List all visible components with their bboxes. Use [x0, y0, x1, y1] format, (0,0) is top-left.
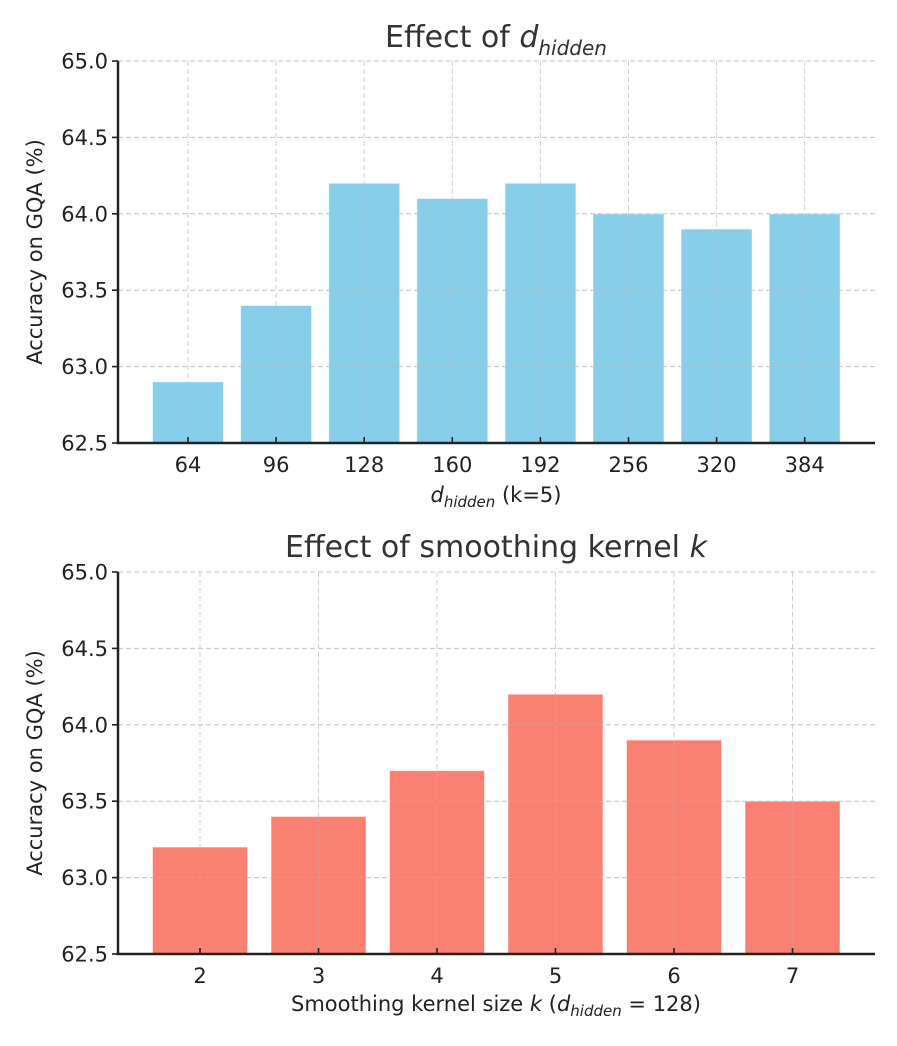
- bar-192: [504, 182, 577, 444]
- y-tick-label: 65.0: [61, 50, 108, 74]
- x-tick-label: 64: [175, 453, 202, 477]
- y-tick-label: 65.0: [61, 561, 108, 585]
- chart-dhidden: 62.5 63.0 63.5 64.0 64.5 65.0 64 96 128 160 192 256…: [23, 20, 875, 511]
- bar-3: [270, 815, 367, 955]
- y-tick-label: 63.5: [61, 279, 108, 303]
- x-tick-label: 5: [549, 964, 562, 988]
- x-tick-label: 7: [786, 964, 799, 988]
- gridlines: [118, 60, 875, 444]
- y-tick-label: 63.0: [61, 355, 108, 379]
- bars: [118, 571, 875, 955]
- y-tick-label: 63.5: [61, 790, 108, 814]
- x-tick-label: 320: [697, 453, 737, 477]
- axes: 62.5 63.0 63.5 64.0 64.5 65.0 64 96 128 160 192 256…: [61, 50, 875, 477]
- bar-7: [744, 800, 841, 955]
- bar-320: [680, 228, 753, 444]
- chart-title: Effect of dhidden: [385, 20, 607, 60]
- y-tick-label: 64.5: [61, 637, 108, 661]
- x-tick-label: 96: [263, 453, 290, 477]
- x-axis-label: Smoothing kernel size k (dhidden = 128): [291, 992, 701, 1020]
- bar-6: [626, 739, 722, 955]
- x-axis-label: dhidden (k=5): [431, 483, 562, 511]
- x-tick-label: 160: [432, 453, 472, 477]
- bar-2: [152, 846, 248, 955]
- y-tick-label: 63.0: [61, 866, 108, 890]
- bar-128: [328, 182, 401, 444]
- y-tick-label: 64.0: [61, 202, 108, 226]
- bar-5: [507, 693, 604, 955]
- y-tick-label: 62.5: [61, 432, 108, 456]
- x-tick-label: 2: [193, 964, 206, 988]
- bar-256: [592, 213, 665, 444]
- bar-4: [389, 770, 485, 955]
- axis-spines: [116, 572, 875, 956]
- y-tick-label: 62.5: [61, 943, 108, 967]
- x-tick-label: 3: [312, 964, 325, 988]
- axes: 62.5 63.0 63.5 64.0 64.5 65.0 2 3 4 5 6 7: [61, 561, 875, 988]
- chart-title: Effect of smoothing kernel k: [285, 530, 709, 565]
- x-tick-label: 4: [430, 964, 443, 988]
- y-axis-label: Accuracy on GQA (%): [23, 650, 47, 876]
- x-tick-label: 384: [785, 453, 825, 477]
- chart-kernel: 62.5 63.0 63.5 64.0 64.5 65.0 2 3 4 5 6 7 Effect of…: [23, 530, 875, 1020]
- bars: [118, 60, 875, 444]
- bar-384: [768, 213, 841, 444]
- x-tick-label: 128: [344, 453, 384, 477]
- y-tick-label: 64.5: [61, 126, 108, 150]
- x-tick-label: 256: [608, 453, 648, 477]
- axis-spines: [116, 61, 875, 445]
- y-tick-label: 64.0: [61, 713, 108, 737]
- x-tick-label: 192: [520, 453, 560, 477]
- y-axis-label: Accuracy on GQA (%): [23, 139, 47, 365]
- bar-64: [152, 381, 224, 444]
- x-tick-label: 6: [667, 964, 680, 988]
- bar-160: [416, 198, 489, 444]
